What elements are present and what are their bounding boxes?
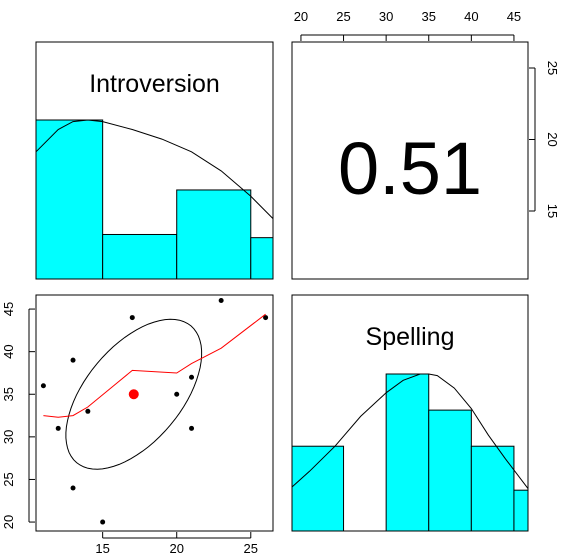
data-point	[189, 425, 195, 431]
centroid-marker	[128, 389, 139, 400]
data-point	[263, 315, 269, 321]
tick-label: 25	[244, 541, 258, 556]
introversion-label: Introversion	[89, 70, 220, 98]
histogram-bar	[291, 445, 345, 532]
tick-label: 15	[545, 204, 560, 218]
tick-label: 30	[1, 430, 16, 444]
tick-label: 35	[422, 9, 436, 24]
data-point	[218, 298, 224, 304]
introversion-histogram-bars	[35, 119, 274, 280]
histogram-bar	[470, 445, 515, 532]
data-point	[55, 425, 61, 431]
data-point	[189, 374, 195, 380]
lowess-smooth-line	[43, 313, 266, 418]
histogram-bar	[35, 119, 104, 280]
spelling-label: Spelling	[366, 323, 455, 351]
panel-correlation: 0.51	[291, 41, 529, 280]
data-point	[174, 391, 180, 397]
histogram-bar	[513, 489, 529, 532]
top-axis: 20 25 30 35 40 45	[294, 9, 521, 41]
data-point	[70, 357, 76, 363]
left-axis: 20 25 30 35 40 45	[1, 302, 35, 529]
data-point	[85, 408, 91, 414]
panel-introversion-histogram: Introversion	[35, 41, 274, 280]
data-point	[100, 519, 106, 525]
tick-label: 25	[545, 61, 560, 75]
data-point	[40, 383, 46, 389]
histogram-bar	[250, 237, 274, 280]
tick-label: 30	[379, 9, 393, 24]
tick-label: 45	[507, 9, 521, 24]
tick-label: 20	[169, 541, 183, 556]
panel-scatter	[35, 294, 274, 532]
tick-label: 20	[1, 515, 16, 529]
histogram-bar	[176, 189, 252, 280]
spelling-density-curve	[291, 373, 529, 489]
tick-label: 25	[1, 472, 16, 486]
bottom-axis: 15 20 25	[95, 532, 258, 556]
panel-frame	[35, 294, 274, 532]
tick-label: 40	[464, 9, 478, 24]
histogram-bar	[102, 233, 178, 280]
data-point	[70, 485, 76, 491]
tick-label: 20	[545, 132, 560, 146]
tick-label: 20	[294, 9, 308, 24]
histogram-bar	[428, 409, 472, 532]
data-point	[129, 315, 135, 321]
tick-label: 35	[1, 387, 16, 401]
tick-label: 15	[95, 541, 109, 556]
tick-label: 40	[1, 344, 16, 358]
tick-label: 25	[336, 9, 350, 24]
introversion-density-curve	[35, 119, 274, 219]
correlation-value: 0.51	[338, 127, 482, 210]
panel-frame	[291, 41, 529, 280]
right-axis: 15 20 25	[529, 61, 560, 218]
correlation-ellipse	[65, 318, 203, 470]
histogram-bar	[385, 373, 430, 532]
panel-spelling-histogram: Spelling	[291, 294, 529, 532]
scatter-points	[40, 298, 269, 525]
tick-label: 45	[1, 302, 16, 316]
